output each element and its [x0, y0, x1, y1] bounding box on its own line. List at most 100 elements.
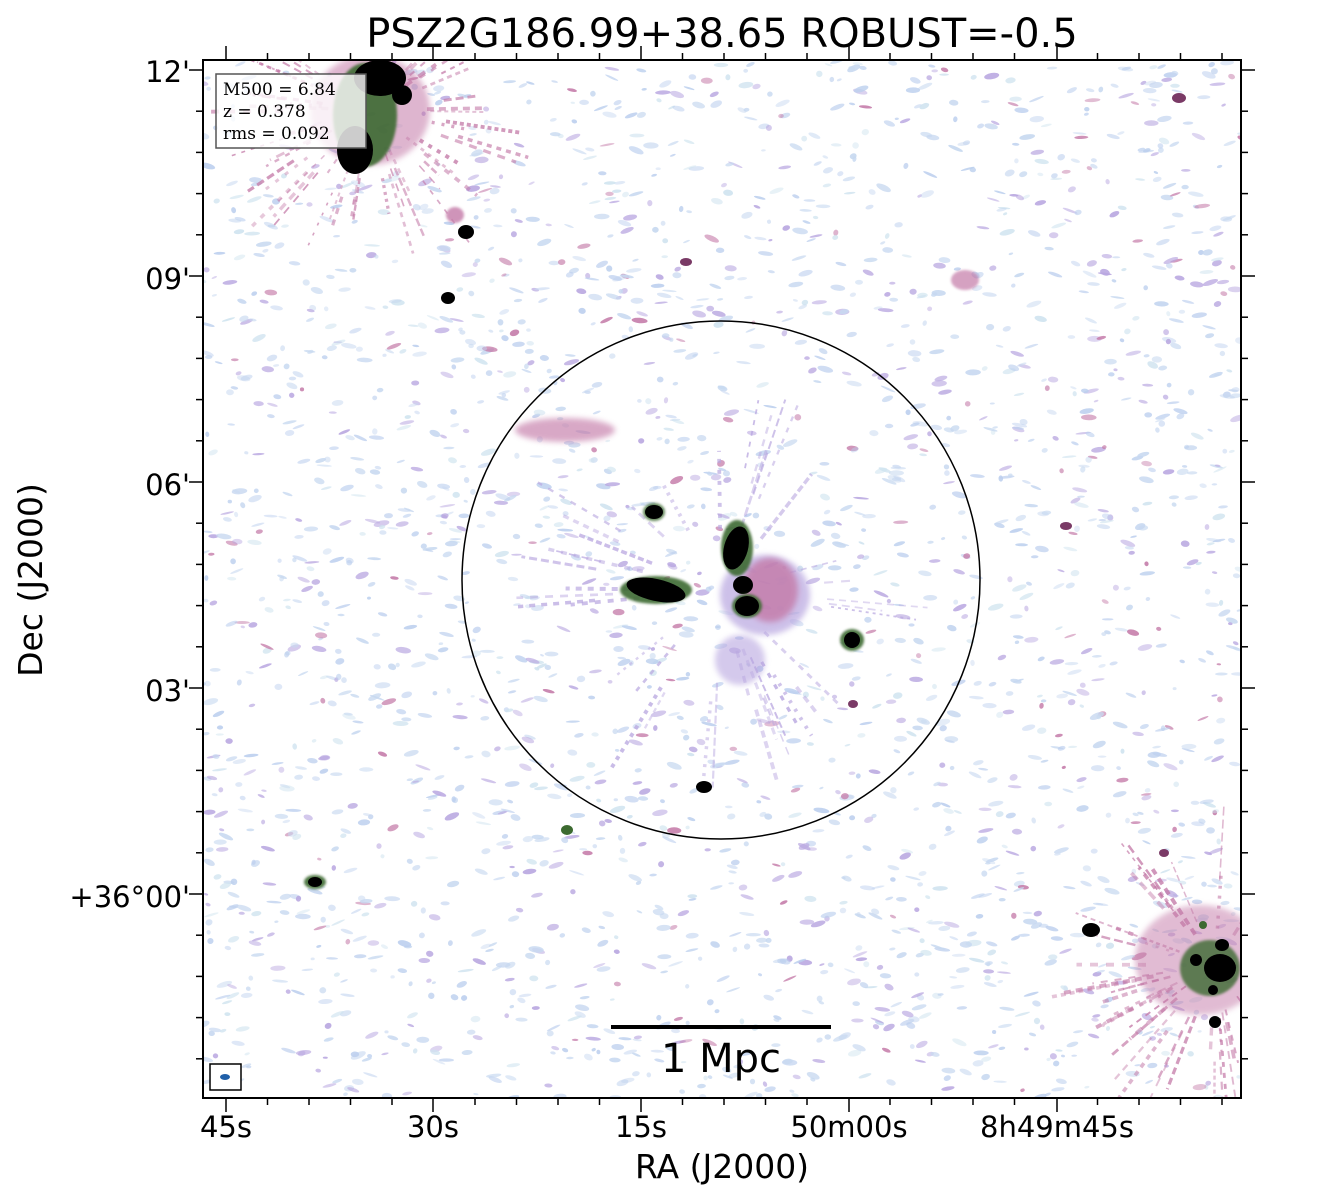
noise-speckle [364, 518, 381, 524]
noise-speckle [536, 663, 547, 669]
noise-speckle [515, 1017, 528, 1022]
noise-speckle [1015, 543, 1028, 547]
noise-speckle [417, 592, 433, 596]
noise-speckle [870, 1017, 885, 1024]
noise-speckle [248, 975, 254, 981]
noise-speckle [503, 371, 517, 378]
noise-speckle [212, 754, 220, 759]
noise-speckle [228, 936, 240, 943]
noise-speckle [1137, 644, 1153, 651]
noise-speckle [848, 794, 854, 799]
noise-speckle [1138, 399, 1148, 404]
noise-speckle [657, 954, 672, 960]
noise-speckle [690, 304, 704, 309]
noise-speckle [249, 930, 255, 934]
noise-speckle [1070, 497, 1081, 504]
noise-speckle [505, 708, 514, 713]
noise-speckle [604, 482, 621, 487]
noise-speckle [607, 680, 613, 684]
noise-speckle [758, 251, 774, 256]
noise-speckle [670, 475, 684, 485]
noise-speckle [585, 551, 593, 557]
noise-speckle [524, 363, 529, 370]
noise-speckle [970, 659, 975, 666]
noise-speckle [667, 563, 678, 570]
noise-speckle [719, 848, 732, 853]
noise-speckle [1114, 302, 1127, 309]
noise-speckle [832, 541, 846, 548]
noise-speckle [576, 288, 587, 295]
noise-speckle [320, 916, 326, 923]
noise-speckle [352, 720, 364, 724]
noise-speckle [1024, 1047, 1029, 1051]
noise-speckle [1008, 252, 1014, 256]
noise-speckle [673, 349, 687, 353]
noise-speckle [347, 803, 358, 809]
noise-speckle [1202, 325, 1216, 330]
noise-speckle [941, 1086, 955, 1091]
noise-speckle [1067, 669, 1082, 675]
noise-speckle [639, 788, 651, 795]
noise-speckle [581, 182, 588, 186]
noise-speckle [550, 1051, 556, 1055]
noise-speckle [226, 904, 239, 911]
artifact-streak [329, 196, 344, 230]
noise-speckle [753, 204, 761, 209]
noise-speckle [641, 87, 647, 91]
noise-speckle [1157, 64, 1166, 69]
noise-speckle [1005, 850, 1020, 856]
noise-speckle [617, 560, 628, 568]
noise-speckle [599, 143, 615, 147]
noise-speckle [457, 968, 474, 973]
noise-speckle [472, 812, 486, 819]
noise-speckle [908, 1016, 920, 1023]
noise-speckle [914, 1059, 926, 1063]
noise-speckle [1079, 704, 1084, 708]
noise-speckle [581, 927, 591, 933]
noise-speckle [1155, 643, 1167, 648]
artifact-streak [440, 60, 471, 75]
noise-speckle [1076, 688, 1090, 696]
noise-speckle [218, 832, 234, 841]
noise-speckle [1037, 172, 1044, 177]
noise-speckle [1158, 137, 1170, 145]
noise-speckle [1132, 812, 1139, 817]
noise-speckle [1066, 1041, 1079, 1048]
noise-speckle [1012, 678, 1024, 683]
noise-speckle [329, 525, 340, 531]
noise-speckle [1169, 192, 1181, 197]
noise-speckle [714, 626, 721, 628]
noise-speckle [230, 568, 244, 574]
noise-speckle [1144, 561, 1149, 567]
noise-speckle [426, 66, 434, 74]
noise-speckle [1085, 431, 1095, 438]
noise-speckle [1092, 740, 1106, 749]
noise-speckle [504, 1013, 510, 1019]
noise-speckle [361, 1057, 372, 1062]
noise-speckle [540, 654, 544, 657]
noise-speckle [882, 247, 894, 253]
artifact-streak [418, 165, 441, 190]
noise-speckle [683, 734, 690, 741]
artifact-streak [1218, 1027, 1223, 1052]
noise-speckle [613, 798, 618, 802]
noise-speckle [484, 208, 492, 213]
noise-speckle [944, 921, 960, 928]
noise-speckle [744, 235, 752, 240]
noise-speckle [1154, 727, 1171, 732]
noise-speckle [427, 796, 438, 800]
noise-speckle [274, 920, 279, 923]
noise-speckle [264, 607, 274, 613]
artifact-streak [1244, 988, 1267, 1007]
noise-speckle [340, 484, 354, 492]
noise-speckle [385, 176, 401, 182]
noise-speckle [665, 678, 676, 682]
noise-speckle [1163, 1064, 1169, 1068]
noise-speckle [911, 992, 925, 999]
noise-speckle [333, 234, 341, 238]
noise-speckle [255, 529, 263, 534]
noise-speckle [1101, 618, 1114, 621]
noise-speckle [1128, 550, 1135, 555]
noise-speckle [736, 778, 748, 784]
noise-speckle [953, 603, 967, 612]
